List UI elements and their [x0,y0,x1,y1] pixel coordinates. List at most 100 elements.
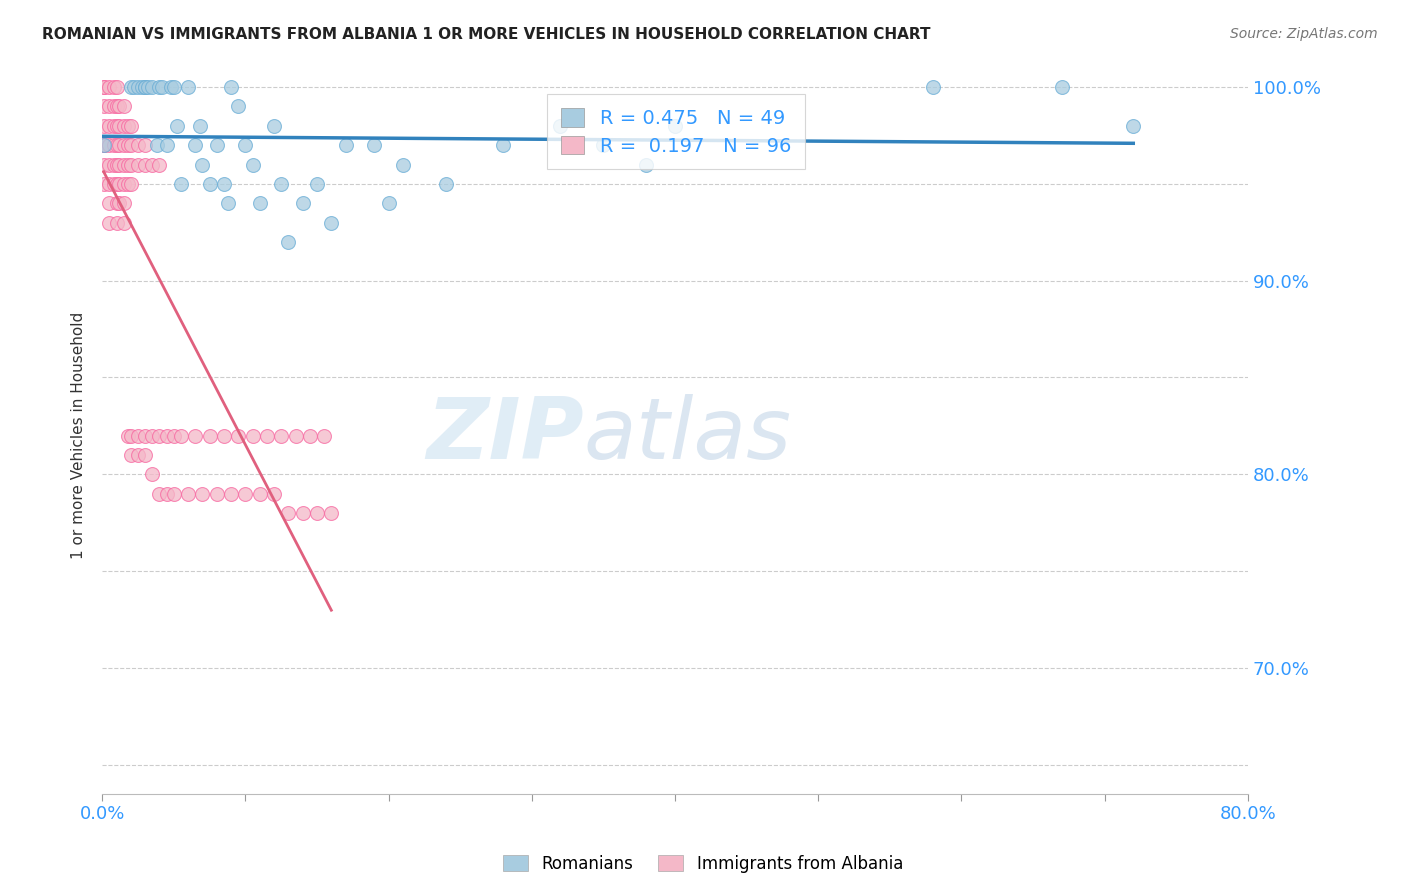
Point [235,138,257,153]
Point [148,428,170,442]
Point [120,138,142,153]
Point [112,216,135,230]
Point [117,177,139,191]
Point [93,157,115,171]
Point [112,157,135,171]
Point [305,177,328,191]
Point [263,119,285,133]
Point [127,448,149,462]
Point [166,119,188,133]
Point [103,119,125,133]
Point [120,177,142,191]
Point [120,448,142,462]
Point [117,428,139,442]
Point [163,486,186,500]
Point [98,119,121,133]
Point [141,157,163,171]
Point [93,138,115,153]
Point [127,157,149,171]
Point [134,428,156,442]
Point [117,138,139,153]
Text: ZIP: ZIP [426,394,583,477]
Point [434,177,457,191]
Point [1050,80,1073,95]
Point [141,467,163,482]
Point [112,119,135,133]
Point [636,157,658,171]
Point [134,80,156,95]
Point [108,157,131,171]
Point [219,80,242,95]
Point [184,428,207,442]
Point [103,80,125,95]
Point [284,428,307,442]
Point [103,138,125,153]
Point [305,506,328,520]
Point [392,157,415,171]
Point [98,99,121,113]
Point [184,138,207,153]
Point [105,80,128,95]
Point [298,428,321,442]
Point [93,119,115,133]
Point [134,80,156,95]
Point [205,486,228,500]
Point [492,138,515,153]
Text: Source: ZipAtlas.com: Source: ZipAtlas.com [1230,27,1378,41]
Point [550,119,572,133]
Point [117,157,139,171]
Point [160,80,183,95]
Point [235,486,257,500]
Point [249,486,271,500]
Point [93,138,115,153]
Point [321,216,343,230]
Point [188,119,211,133]
Point [242,428,264,442]
Point [117,119,139,133]
Point [921,80,943,95]
Point [156,428,179,442]
Point [127,428,149,442]
Point [98,177,121,191]
Point [226,428,249,442]
Point [156,138,179,153]
Point [335,138,357,153]
Point [108,196,131,211]
Point [205,138,228,153]
Point [134,448,156,462]
Point [191,486,214,500]
Point [163,428,186,442]
Point [93,80,115,95]
Point [112,138,135,153]
Point [93,138,115,153]
Point [263,486,285,500]
Point [141,80,163,95]
Point [105,157,128,171]
Legend: Romanians, Immigrants from Albania: Romanians, Immigrants from Albania [496,848,910,880]
Point [127,138,149,153]
Point [363,138,385,153]
Point [156,486,179,500]
Point [108,119,131,133]
Point [105,177,128,191]
Point [270,177,292,191]
Point [108,138,131,153]
Point [664,119,686,133]
Point [291,196,314,211]
Point [249,196,271,211]
Point [198,428,221,442]
Point [291,506,314,520]
Point [277,235,299,249]
Legend: R = 0.475   N = 49, R =  0.197   N = 96: R = 0.475 N = 49, R = 0.197 N = 96 [547,95,804,169]
Point [131,80,153,95]
Point [141,428,163,442]
Point [105,138,128,153]
Point [122,80,145,95]
Point [112,196,135,211]
Point [105,216,128,230]
Point [93,177,115,191]
Point [198,177,221,191]
Point [148,80,170,95]
Point [103,99,125,113]
Point [314,428,336,442]
